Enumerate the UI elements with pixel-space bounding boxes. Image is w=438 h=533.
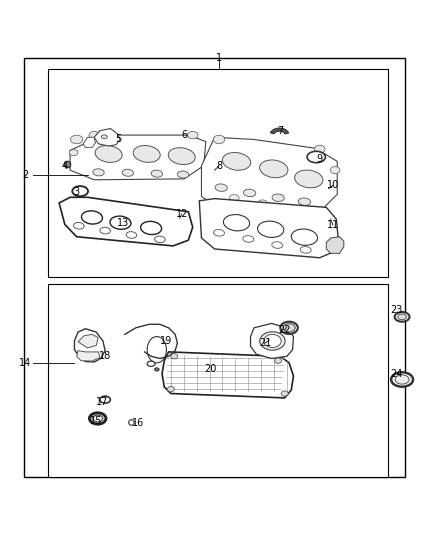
Text: 7: 7 bbox=[277, 126, 283, 136]
Ellipse shape bbox=[69, 150, 78, 156]
Ellipse shape bbox=[284, 204, 294, 211]
Polygon shape bbox=[77, 351, 100, 361]
Ellipse shape bbox=[101, 135, 107, 139]
Ellipse shape bbox=[258, 200, 268, 206]
Ellipse shape bbox=[95, 146, 122, 163]
Ellipse shape bbox=[260, 332, 285, 350]
Ellipse shape bbox=[151, 170, 162, 177]
Ellipse shape bbox=[100, 227, 110, 234]
Ellipse shape bbox=[89, 132, 99, 139]
Ellipse shape bbox=[307, 151, 325, 163]
Ellipse shape bbox=[213, 135, 225, 144]
Ellipse shape bbox=[93, 415, 102, 422]
Ellipse shape bbox=[93, 169, 104, 176]
Ellipse shape bbox=[89, 413, 106, 424]
Text: 10: 10 bbox=[327, 181, 339, 190]
Ellipse shape bbox=[100, 396, 110, 403]
Text: 6: 6 bbox=[181, 130, 187, 140]
Text: 9: 9 bbox=[317, 154, 323, 164]
Text: 13: 13 bbox=[117, 217, 129, 228]
Ellipse shape bbox=[74, 222, 84, 229]
Text: 24: 24 bbox=[390, 369, 403, 379]
Ellipse shape bbox=[298, 198, 311, 205]
Polygon shape bbox=[326, 237, 344, 253]
Ellipse shape bbox=[260, 160, 288, 177]
Bar bbox=[48, 69, 388, 278]
Ellipse shape bbox=[171, 354, 178, 359]
Ellipse shape bbox=[133, 146, 160, 163]
Text: 17: 17 bbox=[96, 397, 108, 407]
Ellipse shape bbox=[81, 211, 102, 224]
Ellipse shape bbox=[187, 132, 198, 139]
Ellipse shape bbox=[214, 230, 224, 236]
Text: 16: 16 bbox=[132, 418, 144, 428]
Text: 21: 21 bbox=[259, 338, 271, 348]
Polygon shape bbox=[251, 324, 293, 359]
Ellipse shape bbox=[275, 358, 282, 364]
Ellipse shape bbox=[147, 361, 155, 366]
Text: 20: 20 bbox=[204, 365, 216, 374]
Polygon shape bbox=[78, 334, 98, 348]
Text: 8: 8 bbox=[216, 161, 222, 171]
Polygon shape bbox=[94, 128, 120, 146]
Ellipse shape bbox=[155, 236, 165, 243]
Ellipse shape bbox=[280, 322, 298, 334]
Text: 22: 22 bbox=[279, 325, 291, 335]
Ellipse shape bbox=[398, 314, 406, 320]
Ellipse shape bbox=[126, 232, 137, 238]
Text: 4: 4 bbox=[62, 161, 68, 171]
Ellipse shape bbox=[330, 166, 340, 174]
Polygon shape bbox=[162, 352, 293, 398]
Ellipse shape bbox=[122, 169, 134, 176]
Polygon shape bbox=[270, 128, 289, 134]
Text: 1: 1 bbox=[216, 53, 222, 63]
Text: 18: 18 bbox=[99, 351, 111, 361]
Ellipse shape bbox=[230, 195, 239, 201]
Ellipse shape bbox=[223, 152, 251, 170]
Text: 2: 2 bbox=[22, 169, 28, 180]
Polygon shape bbox=[83, 138, 95, 147]
Ellipse shape bbox=[281, 391, 288, 396]
Ellipse shape bbox=[272, 242, 283, 248]
Text: 15: 15 bbox=[90, 416, 102, 426]
Bar bbox=[48, 284, 388, 477]
Ellipse shape bbox=[283, 324, 295, 332]
Ellipse shape bbox=[244, 189, 256, 197]
Ellipse shape bbox=[291, 229, 318, 245]
Ellipse shape bbox=[243, 236, 254, 242]
Ellipse shape bbox=[314, 145, 325, 153]
Text: 23: 23 bbox=[390, 305, 403, 316]
Ellipse shape bbox=[215, 184, 227, 191]
Text: 5: 5 bbox=[115, 134, 121, 144]
Ellipse shape bbox=[168, 148, 195, 165]
Ellipse shape bbox=[155, 368, 159, 371]
Ellipse shape bbox=[272, 194, 284, 201]
Text: 12: 12 bbox=[176, 209, 188, 219]
Ellipse shape bbox=[72, 186, 88, 196]
Ellipse shape bbox=[300, 247, 311, 253]
Text: 3: 3 bbox=[74, 187, 80, 197]
Polygon shape bbox=[201, 138, 337, 214]
Ellipse shape bbox=[258, 221, 284, 237]
Polygon shape bbox=[74, 329, 105, 362]
Ellipse shape bbox=[177, 171, 189, 178]
Polygon shape bbox=[59, 197, 193, 246]
Ellipse shape bbox=[295, 170, 323, 188]
Bar bbox=[24, 59, 405, 477]
Ellipse shape bbox=[395, 312, 410, 322]
Ellipse shape bbox=[71, 135, 83, 144]
Text: 14: 14 bbox=[19, 358, 32, 368]
Polygon shape bbox=[70, 135, 206, 180]
Ellipse shape bbox=[167, 386, 174, 392]
Ellipse shape bbox=[141, 221, 162, 235]
Ellipse shape bbox=[391, 372, 413, 387]
Ellipse shape bbox=[110, 216, 131, 229]
Text: 11: 11 bbox=[327, 220, 339, 230]
Ellipse shape bbox=[395, 375, 409, 384]
Ellipse shape bbox=[264, 334, 281, 348]
Text: 19: 19 bbox=[160, 336, 173, 346]
Polygon shape bbox=[199, 199, 338, 258]
Ellipse shape bbox=[223, 215, 250, 231]
